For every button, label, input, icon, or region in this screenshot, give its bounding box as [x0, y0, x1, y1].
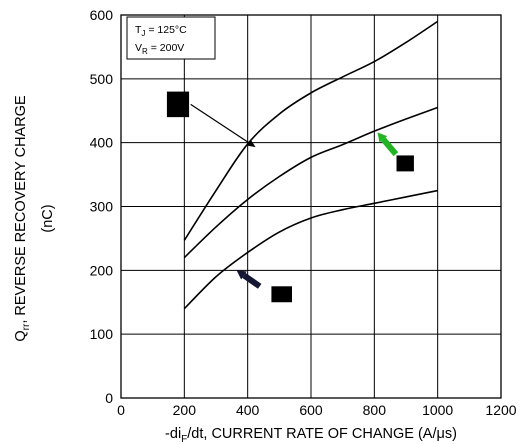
annotation-arrow-line — [242, 272, 262, 289]
series-line — [183, 189, 438, 310]
y-tick-label: 400 — [90, 135, 114, 151]
x-tick-label: 1200 — [485, 402, 516, 418]
series-layer — [183, 20, 439, 310]
legend-tj: TJ = 125°C — [135, 24, 187, 38]
x-tick-label: 800 — [363, 402, 387, 418]
annotation-arrowhead — [246, 139, 256, 148]
x-tick-label: 200 — [173, 402, 197, 418]
x-tick-label: 400 — [236, 402, 260, 418]
annotation-box — [271, 286, 292, 303]
y-tick-label: 500 — [90, 71, 114, 87]
x-axis-label: -diF/dt, CURRENT RATE OF CHANGE (A/μs) — [165, 426, 457, 444]
annotation-arrowhead — [377, 132, 388, 143]
annotation-arrow-line — [381, 137, 399, 157]
tick-labels: 0 200 400 600 800 1000 1200 0 100 200 300 400 500 600 — [90, 7, 517, 418]
x-tick-label: 1000 — [422, 402, 453, 418]
y-tick-label: 600 — [90, 7, 114, 23]
y-tick-label: 0 — [105, 390, 113, 406]
plot-frame — [120, 14, 502, 399]
annotation-arrow-line — [190, 103, 250, 144]
y-tick-label: 300 — [90, 199, 114, 215]
series-line — [183, 106, 438, 259]
series-line — [183, 20, 439, 241]
annotation-arrowhead — [236, 270, 247, 280]
y-axis-unit: (nC) — [40, 204, 56, 232]
y-tick-label: 100 — [90, 326, 114, 342]
conditions-legend: TJ = 125°C VR = 200V — [126, 16, 216, 60]
x-tick-label: 600 — [299, 402, 323, 418]
legend-vr: VR = 200V — [135, 42, 184, 56]
gridlines — [121, 15, 501, 398]
x-tick-label: 0 — [117, 402, 125, 418]
y-tick-label: 200 — [90, 262, 114, 278]
y-axis-label: Qrr, REVERSE RECOVERY CHARGE — [13, 95, 32, 342]
annotation-box — [166, 91, 190, 118]
legend-box — [126, 16, 216, 60]
annotation-box — [396, 155, 414, 172]
annotations — [166, 91, 414, 303]
